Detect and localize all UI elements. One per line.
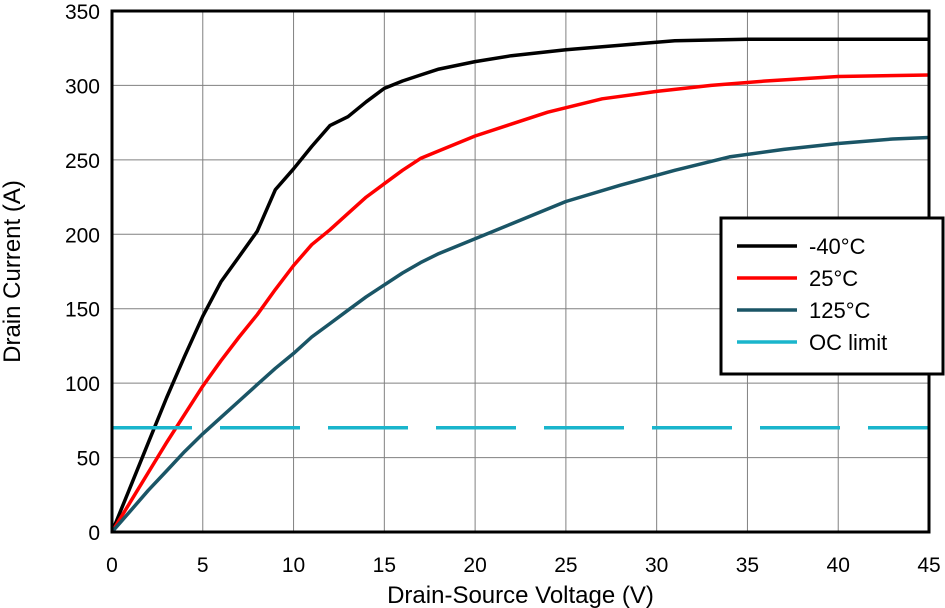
y-tick-label: 100 <box>65 373 100 396</box>
y-axis-ticks: 0 50 100 150 200 250 300 350 <box>65 1 100 545</box>
y-tick-label: 50 <box>77 448 100 471</box>
series-line <box>110 37 929 533</box>
x-tick-label: 5 <box>197 554 209 577</box>
x-tick-label: 40 <box>827 554 850 577</box>
y-tick-label: 300 <box>65 75 100 98</box>
y-axis-title: Drain Current (A) <box>0 180 26 363</box>
legend-label: 25°C <box>809 266 858 291</box>
y-tick-label: 250 <box>65 150 100 173</box>
x-tick-label: 10 <box>282 554 305 577</box>
x-tick-label: 20 <box>463 554 486 577</box>
x-tick-label: 45 <box>917 554 940 577</box>
legend-label: 125°C <box>809 298 871 323</box>
legend: -40°C 25°C 125°C OC limit <box>719 216 945 376</box>
y-tick-label: 200 <box>65 224 100 247</box>
x-axis-title: Drain-Source Voltage (V) <box>387 582 654 608</box>
x-tick-label: 15 <box>373 554 396 577</box>
x-tick-label: 30 <box>645 554 668 577</box>
x-tick-label: 25 <box>554 554 577 577</box>
y-tick-label: 350 <box>65 1 100 24</box>
x-axis-ticks: 0 5 10 15 20 25 30 35 40 45 <box>106 554 941 577</box>
series-line <box>110 73 930 533</box>
series-lines <box>110 37 930 534</box>
y-tick-label: 0 <box>88 522 100 545</box>
legend-label: OC limit <box>809 330 887 355</box>
series-line <box>110 135 930 534</box>
y-tick-label: 150 <box>65 299 100 322</box>
x-tick-label: 0 <box>106 554 118 577</box>
x-tick-label: 35 <box>736 554 759 577</box>
legend-label: -40°C <box>809 234 866 259</box>
legend-box <box>719 216 945 376</box>
